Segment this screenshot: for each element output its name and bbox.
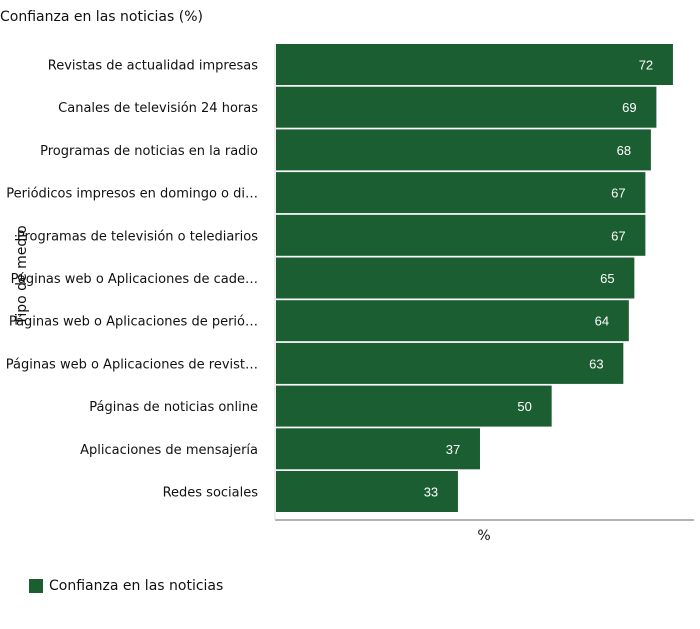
bar-value-label: 69	[622, 100, 636, 115]
category-label: Páginas web o Aplicaciones de revist…	[6, 357, 258, 372]
legend: Confianza en las noticias	[29, 578, 223, 594]
chart-title: Confianza en las noticias (%)	[0, 9, 203, 25]
category-label: Programas de televisión o telediarios	[17, 229, 258, 244]
bar	[276, 44, 673, 85]
bar-value-label: 67	[611, 186, 625, 201]
bar	[276, 300, 629, 342]
bars-layer: 72 69 68 67 67 65 64 63 50 37 33	[276, 44, 673, 512]
category-labels-layer: Revistas de actualidad impresas Canales d…	[6, 59, 258, 501]
category-label: Redes sociales	[163, 486, 259, 501]
bar	[276, 172, 646, 214]
category-label: Páginas de noticias online	[89, 400, 258, 415]
category-label: Revistas de actualidad impresas	[48, 59, 258, 74]
bar	[276, 471, 458, 512]
category-label: Páginas web o Aplicaciones de cade…	[11, 272, 258, 287]
bar	[276, 129, 651, 171]
category-label: Aplicaciones de mensajería	[80, 443, 258, 458]
bar	[276, 428, 480, 470]
bar	[276, 86, 657, 128]
bar-value-label: 67	[611, 228, 625, 243]
x-axis-title: %	[477, 528, 490, 544]
y-axis-title: Tipo de medio	[14, 225, 30, 325]
bar-value-label: 50	[517, 399, 531, 414]
bar-value-label: 64	[595, 314, 609, 329]
bar-value-label: 68	[617, 143, 631, 158]
category-label: Canales de televisión 24 horas	[58, 101, 258, 116]
bar-value-label: 72	[639, 58, 653, 73]
category-label: Programas de noticias en la radio	[40, 144, 258, 159]
bar	[276, 385, 552, 427]
bar-value-label: 33	[424, 485, 438, 500]
legend-label: Confianza en las noticias	[49, 578, 224, 594]
bar-value-label: 65	[600, 271, 614, 286]
bar-value-label: 37	[446, 442, 460, 457]
bar	[276, 342, 624, 384]
bar-value-label: 63	[589, 356, 603, 371]
category-label: Periódicos impresos en domingo o di…	[6, 187, 258, 202]
bar	[276, 214, 646, 256]
legend-swatch	[29, 579, 43, 593]
category-label: Páginas web o Aplicaciones de perió…	[9, 315, 258, 330]
bar	[276, 257, 635, 299]
